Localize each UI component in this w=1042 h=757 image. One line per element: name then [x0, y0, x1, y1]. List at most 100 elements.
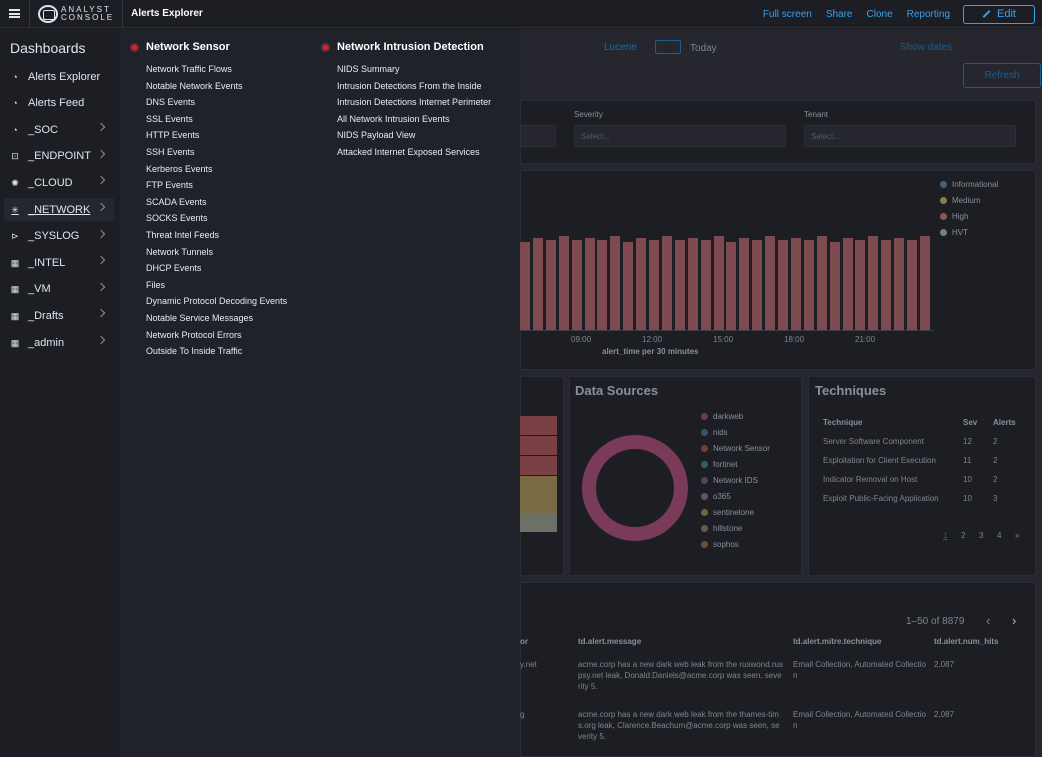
app-logo[interactable]: ANALYST CONSOLE [30, 0, 124, 28]
dropdown-link-notable-network-events[interactable]: Notable Network Events [146, 80, 243, 91]
histogram-bar[interactable] [661, 236, 672, 330]
sidebar-item-admin[interactable]: ▦ _admin [4, 331, 114, 354]
histogram-bar[interactable] [713, 236, 724, 330]
histogram-bar[interactable] [752, 240, 763, 330]
page-link[interactable]: 3 [979, 531, 984, 540]
histogram-bar[interactable] [778, 240, 788, 330]
sidebar-item-drafts[interactable]: ▦ _Drafts [4, 304, 114, 327]
histogram-bar[interactable] [842, 238, 853, 330]
menu-button[interactable] [0, 0, 30, 28]
dropdown-link-intrusion-detections-internet-perimeter[interactable]: Intrusion Detections Internet Perimeter [337, 97, 492, 108]
histogram-bar[interactable] [765, 236, 776, 330]
legend-item[interactable]: Medium [940, 196, 980, 205]
histogram-bar[interactable] [623, 242, 634, 330]
dropdown-link-ssh-events[interactable]: SSH Events [146, 147, 195, 157]
data-sources-donut[interactable] [582, 435, 688, 541]
sidebar-item-endpoint[interactable]: ⊡ _ENDPOINT [4, 145, 114, 168]
dropdown-link-attacked-internet-exposed-services[interactable]: Attacked Internet Exposed Services [337, 147, 480, 157]
dropdown-link-network-traffic-flows[interactable]: Network Traffic Flows [146, 64, 232, 74]
histogram-bar[interactable] [571, 240, 582, 330]
show-dates-link[interactable]: Show dates [900, 42, 953, 53]
sidebar-item-alerts-explorer[interactable]: ◔ Alerts Explorer [4, 65, 114, 88]
next-page-icon[interactable]: › [1012, 613, 1017, 628]
page-next-link[interactable]: » [1015, 531, 1020, 540]
dropdown-link-socks-events[interactable]: SOCKS Events [146, 213, 208, 224]
page-link[interactable]: 4 [997, 531, 1002, 540]
page-link[interactable]: 2 [961, 531, 966, 540]
histogram-bar[interactable] [855, 240, 866, 330]
histogram-bar[interactable] [868, 236, 879, 330]
date-range[interactable]: Today [690, 43, 717, 54]
legend-item[interactable]: HVT [940, 228, 968, 237]
dropdown-link-all-network-intrusion-events[interactable]: All Network Intrusion Events [337, 113, 450, 124]
legend-item[interactable]: High [940, 212, 968, 221]
histogram-bar[interactable] [558, 236, 569, 330]
data-source-legend-item[interactable]: hillstone [701, 524, 742, 533]
dropdown-link-notable-service-messages[interactable]: Notable Service Messages [146, 313, 254, 323]
histogram-bar[interactable] [907, 240, 917, 330]
sidebar-item-network[interactable]: ✳ _NETWORK [4, 198, 114, 221]
histogram-bar[interactable] [803, 240, 814, 330]
edit-button[interactable]: Edit [963, 4, 1035, 24]
dropdown-link-ftp-events[interactable]: FTP Events [146, 180, 193, 191]
prev-page-icon[interactable]: ‹ [986, 613, 991, 628]
sidebar-item-vm[interactable]: ▦ _VM [4, 278, 114, 301]
data-source-legend-item[interactable]: darkweb [701, 412, 743, 421]
histogram-bar[interactable] [520, 242, 530, 330]
data-source-legend-item[interactable]: sophos [701, 540, 739, 549]
dropdown-link-http-events[interactable]: HTTP Events [146, 130, 200, 141]
histogram-bar[interactable] [545, 240, 556, 330]
dropdown-link-files[interactable]: Files [146, 279, 166, 290]
sidebar-item-syslog[interactable]: ⊳ _SYSLOG [4, 225, 114, 248]
techniques-col-header[interactable]: Sev [963, 418, 978, 427]
histogram-bar[interactable] [816, 236, 827, 330]
dropdown-link-intrusion-detections-from-the-inside[interactable]: Intrusion Detections From the Inside [337, 80, 482, 91]
legend-item[interactable]: Informational [940, 180, 998, 189]
technique-cell[interactable]: Exploit Public-Facing Application [823, 494, 939, 503]
histogram-bar[interactable] [726, 242, 737, 330]
refresh-button[interactable]: Refresh [963, 63, 1041, 88]
dropdown-link-scada-events[interactable]: SCADA Events [146, 196, 207, 207]
tenant-filter-select[interactable]: Select... [804, 125, 1016, 147]
histogram-bar[interactable] [881, 240, 892, 330]
histogram-bar[interactable] [790, 238, 801, 330]
dropdown-link-outside-to-inside-traffic[interactable]: Outside To Inside Traffic [146, 346, 243, 357]
dropdown-link-ssl-events[interactable]: SSL Events [146, 113, 193, 124]
dropdown-link-dynamic-protocol-decoding-events[interactable]: Dynamic Protocol Decoding Events [146, 296, 288, 307]
histogram-bar[interactable] [700, 240, 711, 330]
table-col-header[interactable]: td.alert.mitre.technique [793, 637, 882, 646]
share-link[interactable]: Share [825, 8, 853, 20]
histogram-bar[interactable] [610, 236, 621, 330]
data-source-legend-item[interactable]: o365 [701, 492, 731, 501]
histogram-bar[interactable] [687, 238, 698, 330]
technique-cell[interactable]: Indicator Removal on Host [823, 475, 918, 484]
sidebar-item-intel[interactable]: ▦ _INTEL [4, 251, 114, 274]
technique-cell[interactable]: Exploitation for Client Execution [823, 456, 936, 465]
histogram-bar[interactable] [532, 238, 543, 330]
dropdown-link-kerberos-events[interactable]: Kerberos Events [146, 163, 213, 174]
filter-select-partial[interactable] [520, 125, 556, 147]
data-source-legend-item[interactable]: Network Sensor [701, 444, 770, 453]
dropdown-link-nids-payload-view[interactable]: NIDS Payload View [337, 130, 416, 141]
histogram-bar[interactable] [894, 238, 905, 330]
page-link[interactable]: 1 [943, 531, 948, 540]
techniques-col-header[interactable]: Technique [823, 418, 863, 427]
data-source-legend-item[interactable]: fortinet [701, 460, 737, 469]
reporting-link[interactable]: Reporting [906, 8, 950, 20]
histogram-bar[interactable] [649, 240, 659, 330]
table-col-header[interactable]: td.alert.message [578, 637, 642, 646]
dropdown-link-nids-summary[interactable]: NIDS Summary [337, 64, 400, 74]
clone-link[interactable]: Clone [866, 8, 893, 20]
histogram-bar[interactable] [919, 236, 930, 330]
histogram-bar[interactable] [584, 238, 595, 330]
data-source-legend-item[interactable]: sentinelone [701, 508, 754, 517]
calendar-icon[interactable] [655, 40, 681, 54]
histogram-bar[interactable] [674, 240, 685, 330]
query-language-toggle[interactable]: Lucene [604, 42, 637, 53]
histogram-bar[interactable] [829, 242, 840, 330]
dropdown-link-dns-events[interactable]: DNS Events [146, 97, 196, 108]
table-col-header[interactable]: td.alert.num_hits [934, 637, 999, 646]
table-col-header[interactable]: or [520, 637, 528, 646]
histogram-bar[interactable] [636, 238, 647, 330]
dropdown-link-network-protocol-errors[interactable]: Network Protocol Errors [146, 329, 242, 340]
